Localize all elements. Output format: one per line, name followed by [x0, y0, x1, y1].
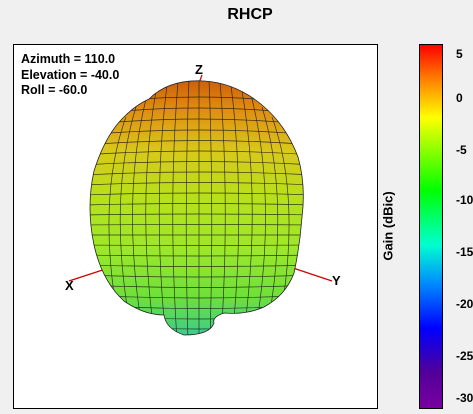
colorbar-ticks: 5 0 -5 -10 -15 -20 -25 -30 — [456, 44, 473, 409]
colorbar-label: Gain (dBic) — [380, 191, 396, 261]
colorbar-tick: -30 — [456, 391, 473, 405]
view-info: Azimuth = 110.0 Elevation = -40.0 Roll =… — [21, 52, 119, 99]
colorbar-tick: -5 — [456, 143, 467, 157]
colorbar-tick: -25 — [456, 349, 473, 363]
lobe-outline — [89, 80, 304, 336]
colorbar-tick: -20 — [456, 297, 473, 311]
y-axis-label: Y — [332, 273, 341, 288]
z-axis-label: Z — [195, 62, 203, 77]
radiation-pattern-3d — [68, 74, 333, 336]
colorbar-tick: -10 — [456, 193, 473, 207]
radiation-pattern-plot[interactable]: Azimuth = 110.0 Elevation = -40.0 Roll =… — [13, 44, 378, 409]
colorbar-tick: -15 — [456, 245, 473, 259]
x-axis-label: X — [65, 278, 74, 293]
lobe-surface — [90, 80, 304, 336]
colorbar-tick: 5 — [456, 47, 463, 61]
colorbar-tick: 0 — [456, 91, 463, 105]
plot-title: RHCP — [227, 6, 273, 23]
roll-readout: Roll = -60.0 — [21, 83, 88, 97]
azimuth-readout: Azimuth = 110.0 — [21, 52, 116, 66]
elevation-readout: Elevation = -40.0 — [21, 67, 120, 82]
colorbar — [419, 44, 443, 409]
